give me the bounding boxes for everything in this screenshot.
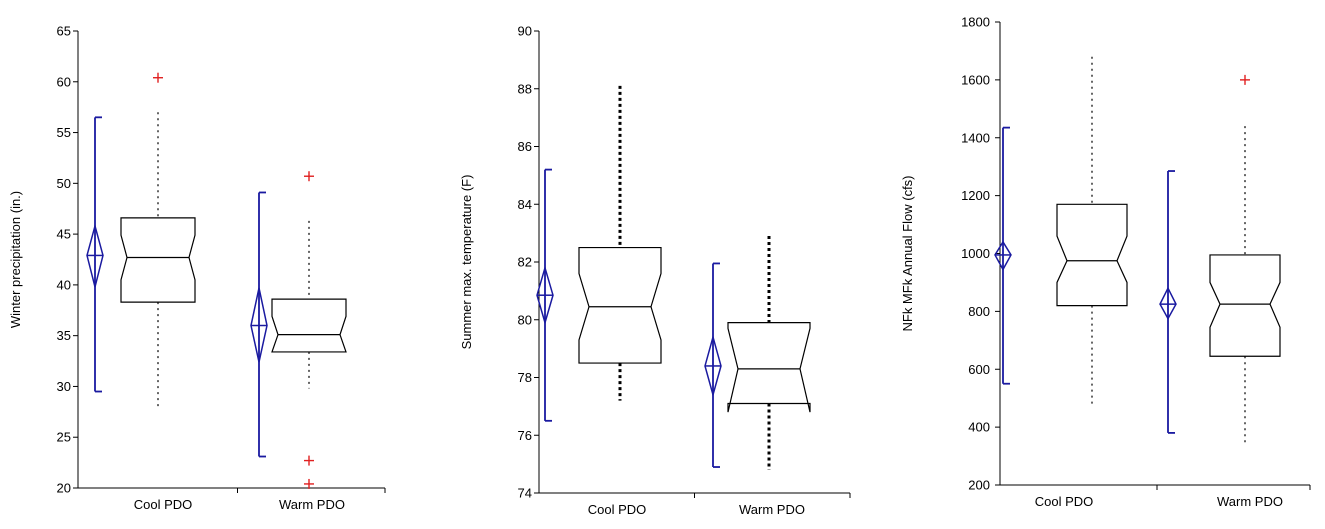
x-tick-label: Cool PDO xyxy=(1035,494,1094,509)
notched-box xyxy=(271,220,347,389)
y-tick-label: 90 xyxy=(518,24,532,39)
notched-box xyxy=(120,112,196,407)
y-tick-label: 1200 xyxy=(961,188,990,203)
mean-ci-marker xyxy=(250,191,268,458)
x-tick-label: Warm PDO xyxy=(739,502,805,517)
chart-panel-1: 20 25 30 35 40 45 50 55 60 65 Cool PDO Warm PDO Wint… xyxy=(8,24,386,512)
mean-ci-marker xyxy=(704,262,722,468)
mean-ci-marker xyxy=(994,126,1012,385)
x-tick-label: Cool PDO xyxy=(588,502,647,517)
y-tick-label: 600 xyxy=(968,362,990,377)
y-tick-label: 400 xyxy=(968,420,990,435)
y-tick-label: 84 xyxy=(518,197,532,212)
y-tick-label: 30 xyxy=(57,379,71,394)
y-tick-label: 35 xyxy=(57,328,71,343)
outlier-marker xyxy=(304,455,314,466)
x-tick-label: Cool PDO xyxy=(134,497,193,512)
y-tick-label: 65 xyxy=(57,24,71,39)
y-tick-label: 76 xyxy=(518,428,532,443)
x-tick-label: Warm PDO xyxy=(279,497,345,512)
y-tick-label: 1400 xyxy=(961,130,990,145)
mean-ci-marker xyxy=(1159,170,1177,434)
y-tick-label: 78 xyxy=(518,370,532,385)
outlier-marker xyxy=(153,72,163,83)
y-tick-label: 55 xyxy=(57,125,71,140)
y-tick-label: 1800 xyxy=(961,15,990,30)
y-tick-label: 86 xyxy=(518,139,532,154)
outlier-marker xyxy=(304,478,314,489)
y-tick-label: 74 xyxy=(518,486,532,501)
y-tick-label: 40 xyxy=(57,277,71,292)
y-tick-label: 82 xyxy=(518,255,532,270)
notched-box xyxy=(727,236,811,470)
y-axis-label: NFk MFk Annual Flow (cfs) xyxy=(900,175,915,331)
y-tick-label: 80 xyxy=(518,312,532,327)
outlier-marker xyxy=(1240,74,1250,85)
y-tick-label: 50 xyxy=(57,176,71,191)
mean-ci-marker xyxy=(86,116,104,393)
chart-panel-2: 74 76 78 80 82 84 86 88 90 Cool PDO Warm PDO Summer… xyxy=(459,24,851,517)
y-tick-label: 1600 xyxy=(961,72,990,87)
notched-box xyxy=(1209,126,1281,444)
y-tick-label: 25 xyxy=(57,430,71,445)
y-tick-label: 200 xyxy=(968,478,990,493)
y-tick-label: 45 xyxy=(57,227,71,242)
y-tick-label: 1000 xyxy=(961,246,990,261)
mean-ci-marker xyxy=(536,168,554,422)
chart-panel-3: 200 400 600 800 1000 1200 1400 1600 1800 Cool PDO… xyxy=(900,15,1311,509)
y-tick-label: 800 xyxy=(968,304,990,319)
y-axis-label: Winter precipitation (in.) xyxy=(8,191,23,328)
y-axis-label: Summer max. temperature (F) xyxy=(459,175,474,350)
y-tick-label: 60 xyxy=(57,74,71,89)
y-tick-label: 20 xyxy=(57,481,71,496)
notched-box xyxy=(578,85,662,401)
x-tick-label: Warm PDO xyxy=(1217,494,1283,509)
y-tick-label: 88 xyxy=(518,81,532,96)
outlier-marker xyxy=(304,171,314,182)
notched-box xyxy=(1056,56,1128,404)
